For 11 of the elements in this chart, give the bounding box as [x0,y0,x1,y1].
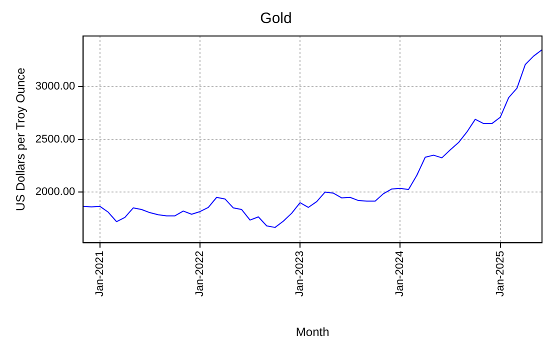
x-axis-title: Month [296,325,330,340]
x-tick-label: Jan-2024 [394,250,406,297]
x-tick-label: Jan-2022 [194,250,206,297]
y-axis-title: US Dollars per Troy Ounce [14,67,28,212]
chart-title: Gold [260,10,292,28]
y-tick-label: 2000.00 [35,186,76,198]
x-tick-label: Jan-2025 [494,250,506,297]
x-tick-label: Jan-2023 [294,250,306,297]
y-tick-label: 3000.00 [35,80,76,93]
y-tick-label: 2500.00 [35,133,76,146]
x-tick-label: Jan-2021 [94,250,106,297]
